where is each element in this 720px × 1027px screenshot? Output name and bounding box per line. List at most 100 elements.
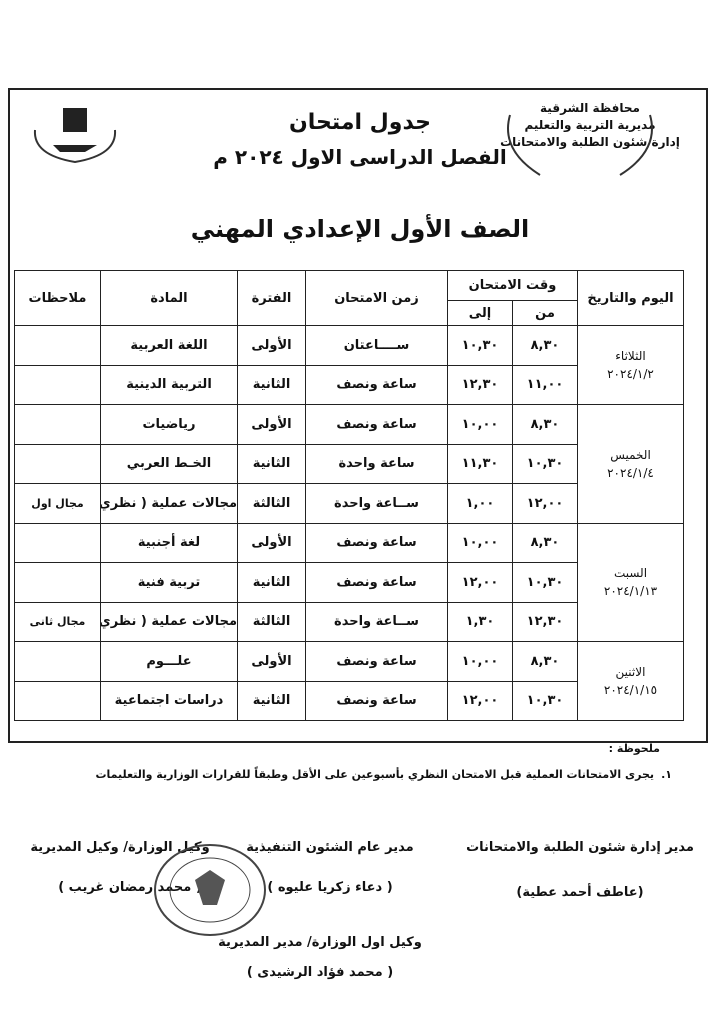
subject-cell: التربية الدينية (100, 364, 238, 405)
org-line: مديرية التربية والتعليم (524, 118, 656, 132)
note-cell: مجال ثانى (14, 601, 101, 642)
from-cell: ٨,٣٠ (512, 641, 578, 682)
laurel (507, 114, 653, 176)
term: الفصل الدراسى الاول ٢٠٢٤ م (213, 145, 507, 169)
from-cell: ٨,٣٠ (512, 325, 578, 366)
row: السبت ٢٠٢٤/١/١٣ ٨,٣٠ ١٠,٠٠ ساعة ونصف الأولى لغ… (14, 522, 684, 642)
duration-cell: ساعة ونصف (305, 641, 448, 682)
duration-cell: ساعة ونصف (305, 522, 448, 563)
duration-cell: ساعة ونصف (305, 364, 448, 405)
note-cell (14, 364, 101, 405)
period-cell: الأولى (237, 641, 306, 682)
period-cell: الثانية (237, 680, 306, 721)
day-cell: الخميس ٢٠٢٤/١/٤ (577, 404, 684, 524)
duration-cell: ســاعة واحدة (305, 483, 448, 524)
from-cell: ٨,٣٠ (512, 404, 578, 445)
org-line: محافظة الشرقية (540, 101, 640, 115)
row: ١٢,٣٠ ١,٣٠ ســاعة واحدة الثالثة مجالات عملية… (14, 601, 684, 642)
header-cell: زمن الامتحان (305, 270, 448, 326)
header-cell: اليوم والتاريخ (577, 270, 684, 326)
day-cell: الثلاثاء ٢٠٢٤/١/٢ (577, 325, 684, 405)
duration-cell: ســاعة واحدة (305, 601, 448, 642)
row: الخميس ٢٠٢٤/١/٤ ٨,٣٠ ١٠,٠٠ ساعة ونصف الأولى ري… (14, 404, 684, 524)
to-cell: ١٠,٠٠ (447, 404, 513, 445)
subject-cell: رياضيات (100, 404, 238, 445)
to-cell: ١٠,٠٠ (447, 641, 513, 682)
duration-cell: ساعة واحدة (305, 443, 448, 484)
signature-title: وكيل اول الوزارة/ مدير المديرية (218, 935, 422, 950)
to-cell: ١٠,٠٠ (447, 522, 513, 563)
signature-title: مدير إدارة شئون الطلبة والامتحانات (466, 840, 694, 855)
grade: الصف الأول الإعدادي المهني (190, 215, 530, 243)
note-cell (14, 443, 101, 484)
duration-cell: ساعة ونصف (305, 404, 448, 445)
note-cell (14, 680, 101, 721)
note-label: ملحوظة : (608, 742, 660, 755)
schedule-table: اليوم والتاريخ وقت الامتحان زمن الامتحان… (14, 270, 684, 721)
duration-cell: ساعة ونصف (305, 562, 448, 603)
day-name: الاثنين (615, 665, 646, 679)
seal (154, 844, 266, 936)
from-cell: ١٠,٣٠ (512, 680, 578, 721)
subject-cell: اللغة العربية (100, 325, 238, 366)
period-cell: الثانية (237, 364, 306, 405)
period-cell: الثالثة (237, 483, 306, 524)
title: جدول امتحان (288, 110, 432, 135)
note-cell (14, 404, 101, 445)
period-cell: الثالثة (237, 601, 306, 642)
to-cell: ١٢,٠٠ (447, 680, 513, 721)
header-cell: من (512, 300, 578, 326)
to-cell: ١١,٣٠ (447, 443, 513, 484)
from-cell: ١٢,٣٠ (512, 601, 578, 642)
day-date: ٢٠٢٤/١/١٥ (603, 683, 658, 697)
signature-title: وكيل الوزارة/ وكيل المديرية (30, 840, 210, 855)
note-cell (14, 641, 101, 682)
signature-title: مدير عام الشئون التنفيذية (246, 840, 414, 855)
note-number: ١. (661, 768, 672, 781)
period-cell: الأولى (237, 325, 306, 366)
header-cell: المادة (100, 270, 238, 326)
day-date: ٢٠٢٤/١/٢ (607, 367, 654, 381)
note-text: يجرى الامتحانات العملية قبل الامتحان الن… (95, 768, 655, 781)
from-cell: ١٠,٣٠ (512, 443, 578, 484)
row: الاثنين ٢٠٢٤/١/١٥ ٨,٣٠ ١٠,٠٠ ساعة ونصف الأولى… (14, 641, 684, 721)
note-cell (14, 562, 101, 603)
org-block: محافظة الشرقية مديرية التربية والتعليم إ… (490, 100, 690, 151)
to-cell: ١,٠٠ (447, 483, 513, 524)
header-cell: إلى (447, 300, 513, 326)
day-cell: السبت ٢٠٢٤/١/١٣ (577, 522, 684, 642)
note-cell (14, 325, 101, 366)
from-cell: ١٠,٣٠ (512, 562, 578, 603)
from-cell: ١٢,٠٠ (512, 483, 578, 524)
to-cell: ١,٣٠ (447, 601, 513, 642)
period-cell: الأولى (237, 404, 306, 445)
signature-name: ( محمد رمضان غريب ) (58, 880, 202, 895)
note-cell (14, 522, 101, 563)
signature-name: (عاطف أحمد عطية) (516, 885, 644, 900)
subject-cell: مجالات عملية ( نظري ) (100, 601, 238, 642)
frame (8, 88, 708, 743)
subject-cell: دراسات اجتماعية (100, 680, 238, 721)
subject-cell: الخـط العربي (100, 443, 238, 484)
org-line: إدارة شئون الطلبة والامتحانات (500, 135, 680, 149)
row: ١٠,٣٠ ١١,٣٠ ساعة واحدة الثانية الخـط العربي (14, 443, 684, 484)
subject-cell: علـــوم (100, 641, 238, 682)
row: ١١,٠٠ ١٢,٣٠ ساعة ونصف الثانية التربية الديني… (14, 364, 684, 405)
duration-cell: ساعة ونصف (305, 680, 448, 721)
to-cell: ١٢,٠٠ (447, 562, 513, 603)
from-cell: ١١,٠٠ (512, 364, 578, 405)
header-cell: الفترة (237, 270, 306, 326)
signature-name: ( محمد فؤاد الرشيدى ) (246, 965, 394, 980)
period-cell: الثانية (237, 443, 306, 484)
day-date: ٢٠٢٤/١/١٣ (603, 584, 658, 599)
to-cell: ١٠,٣٠ (447, 325, 513, 366)
day-name: الخميس (610, 447, 651, 462)
note-cell: مجال اول (14, 483, 101, 524)
day-name: السبت (613, 566, 648, 581)
to-cell: ١٢,٣٠ (447, 364, 513, 405)
period-cell: الثانية (237, 562, 306, 603)
signature-name: ( دعاء زكريا عليوه ) (267, 880, 393, 895)
emblem (33, 108, 117, 164)
day-cell: الاثنين ٢٠٢٤/١/١٥ (577, 641, 684, 721)
